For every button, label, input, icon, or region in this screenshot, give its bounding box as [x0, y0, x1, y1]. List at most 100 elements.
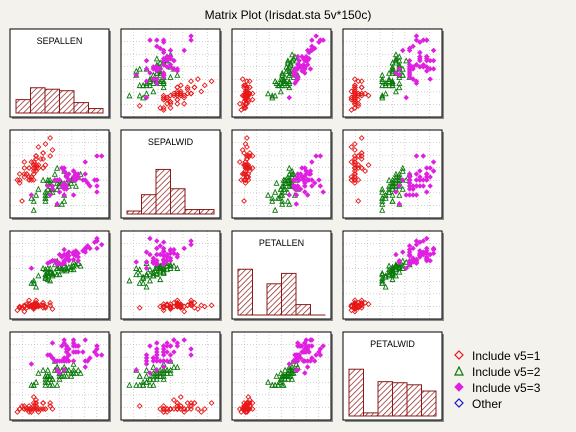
point-s1-31: [245, 174, 252, 180]
point-s1-17: [191, 304, 198, 311]
point-s3-30: [82, 364, 88, 370]
point-s1-47: [351, 90, 358, 97]
legend-item-3: Include v5=3: [454, 380, 540, 396]
point-s3-35: [147, 70, 153, 76]
point-s1-16: [243, 135, 250, 141]
point-s2-46: [47, 176, 54, 183]
point-s2-2: [396, 170, 403, 177]
point-s3-43: [410, 76, 416, 82]
point-s3-45: [70, 250, 77, 257]
point-s3-8: [157, 45, 163, 52]
point-s2-27: [290, 369, 297, 376]
point-s2-37: [396, 262, 403, 269]
point-s3-23: [94, 238, 100, 244]
point-s3-48: [413, 177, 420, 183]
point-s3-22: [45, 183, 51, 189]
point-s1-20: [243, 153, 250, 159]
point-s1-50: [351, 303, 358, 310]
point-s3-48: [413, 62, 420, 68]
point-s2-21: [290, 170, 297, 177]
point-s3-41: [164, 251, 170, 258]
point-s3-42: [295, 53, 301, 60]
point-s2-34: [54, 185, 61, 192]
point-s3-34: [154, 367, 160, 373]
point-s1-34: [351, 141, 358, 147]
point-s3-47: [293, 66, 300, 72]
point-s3-40: [417, 174, 423, 180]
point-s3-1: [307, 66, 314, 72]
point-s2-48: [389, 267, 396, 274]
point-s3-30: [82, 249, 88, 255]
point-s3-10: [309, 337, 315, 343]
point-s3-47: [61, 192, 67, 198]
point-s1-44: [177, 301, 184, 308]
point-s2-45: [150, 372, 157, 379]
point-s1-7: [174, 100, 181, 107]
point-s3-42: [75, 174, 81, 180]
point-s3-32: [413, 33, 420, 39]
point-s1-34: [42, 141, 49, 147]
point-s1-15: [351, 147, 358, 153]
point-s2-12: [282, 366, 289, 373]
point-s1-42: [355, 198, 362, 204]
point-s2-16: [392, 173, 399, 180]
point-s3-33: [302, 346, 308, 352]
point-s3-7: [28, 192, 35, 198]
point-s2-43: [146, 375, 153, 382]
point-s1-50: [351, 92, 358, 99]
point-s2-18: [379, 185, 386, 192]
point-s3-39: [54, 261, 60, 268]
point-s1-2: [28, 177, 35, 183]
point-s2-4: [279, 197, 286, 204]
point-s2-30: [272, 188, 279, 195]
histogram-bar-sepallen-5: [73, 102, 89, 114]
point-s3-44: [306, 343, 312, 349]
point-s1-15: [239, 76, 246, 83]
legend-marker-4: [454, 397, 472, 411]
point-s1-38: [28, 409, 35, 415]
histogram-bar-petalwid-1: [348, 368, 364, 417]
point-s1-24: [170, 397, 177, 403]
point-s1-45: [249, 400, 256, 406]
point-s3-34: [396, 183, 403, 189]
point-s1-25: [249, 165, 256, 171]
point-s2-38: [61, 266, 68, 273]
point-s1-44: [245, 162, 252, 168]
point-s1-49: [37, 302, 44, 309]
point-s2-32: [274, 194, 281, 201]
point-s3-31: [87, 355, 93, 361]
histogram-bar-petalwid-3: [377, 381, 393, 417]
point-s3-20: [133, 259, 139, 265]
point-s1-49: [351, 302, 358, 309]
point-s1-23: [236, 100, 243, 107]
point-s3-44: [306, 171, 312, 177]
point-s1-4: [243, 100, 250, 107]
point-s1-43: [167, 104, 174, 111]
point-s2-24: [56, 375, 63, 382]
point-s3-20: [133, 367, 139, 373]
point-s2-33: [277, 185, 284, 192]
point-s1-31: [26, 406, 32, 412]
point-s1-39: [241, 177, 247, 183]
point-s1-36: [30, 171, 37, 177]
point-s2-10: [35, 369, 42, 376]
point-s2-30: [272, 77, 279, 84]
panel-r1-c4: [342, 28, 444, 119]
point-s3-30: [304, 47, 311, 54]
point-s3-14: [143, 78, 150, 84]
point-s2-10: [277, 369, 284, 376]
point-s1-42: [136, 102, 143, 109]
point-s3-9: [143, 358, 150, 364]
point-s3-45: [171, 337, 177, 343]
point-s1-48: [242, 171, 249, 177]
point-s3-30: [400, 177, 406, 183]
point-s2-43: [49, 188, 56, 195]
point-s2-34: [150, 363, 157, 370]
point-s1-40: [174, 90, 181, 97]
point-s3-18: [317, 153, 324, 159]
point-s3-50: [295, 74, 301, 80]
point-s1-50: [170, 92, 177, 99]
point-s2-48: [389, 67, 396, 74]
point-s3-31: [309, 43, 315, 50]
point-s3-33: [154, 346, 160, 352]
